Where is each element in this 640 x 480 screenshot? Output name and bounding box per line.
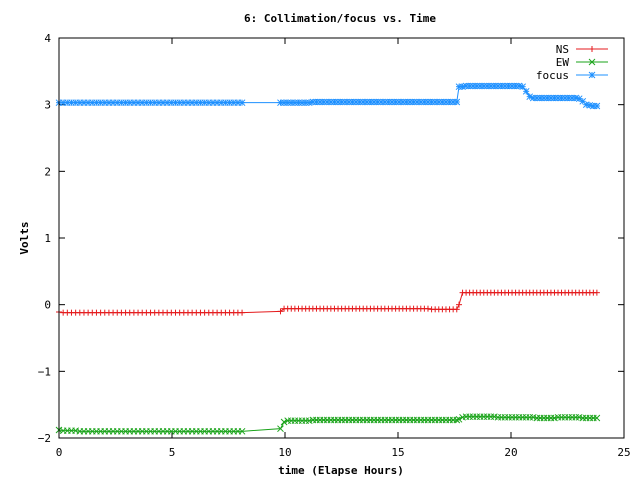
- y-tick-label: 3: [44, 99, 51, 112]
- data-point: [280, 418, 288, 426]
- legend-label: EW: [556, 56, 570, 69]
- data-point: [519, 83, 527, 91]
- y-axis-label: Volts: [18, 221, 31, 254]
- series-focus: [55, 82, 601, 110]
- y-tick-label: 4: [44, 32, 51, 45]
- data-point: [593, 289, 600, 296]
- data-point: [238, 99, 246, 107]
- x-axis-label: time (Elapse Hours): [278, 464, 404, 477]
- series-ew: [55, 413, 601, 435]
- data-point: [593, 102, 601, 110]
- chart-title: 6: Collimation/focus vs. Time: [244, 12, 436, 25]
- y-tick-label: 2: [44, 165, 51, 178]
- y-tick-label: −2: [38, 432, 51, 445]
- x-tick-label: 25: [617, 446, 630, 459]
- data-point: [575, 95, 583, 103]
- data-point: [593, 414, 601, 422]
- data-point: [277, 308, 284, 315]
- legend-label: NS: [556, 43, 569, 56]
- data-point: [453, 306, 460, 313]
- y-tick-label: 1: [44, 232, 51, 245]
- data-point: [572, 94, 580, 102]
- x-tick-label: 10: [278, 446, 291, 459]
- series-ns: [56, 289, 600, 316]
- plot-series: [55, 82, 601, 435]
- data-point: [424, 305, 431, 312]
- y-tick-label: 0: [44, 299, 51, 312]
- legend-marker: [588, 58, 596, 66]
- x-tick-label: 15: [391, 446, 404, 459]
- data-point: [238, 427, 246, 435]
- data-point: [522, 87, 530, 95]
- data-point: [456, 301, 463, 308]
- y-tick-label: −1: [38, 365, 51, 378]
- data-point: [455, 415, 463, 423]
- data-point: [277, 425, 284, 433]
- x-tick-label: 20: [504, 446, 517, 459]
- x-tick-label: 0: [56, 446, 63, 459]
- legend-marker: [588, 71, 596, 79]
- axis-ticks: 0 5 10 15 20 25 −2 −1 0 1 2 3 4: [38, 32, 631, 459]
- legend-label: focus: [536, 69, 569, 82]
- data-point: [453, 98, 461, 106]
- plot-frame: [58, 37, 625, 439]
- data-point: [239, 309, 246, 316]
- legend-marker: [589, 46, 595, 52]
- x-tick-label: 5: [169, 446, 176, 459]
- data-point: [453, 416, 461, 424]
- series-line: [58, 292, 597, 314]
